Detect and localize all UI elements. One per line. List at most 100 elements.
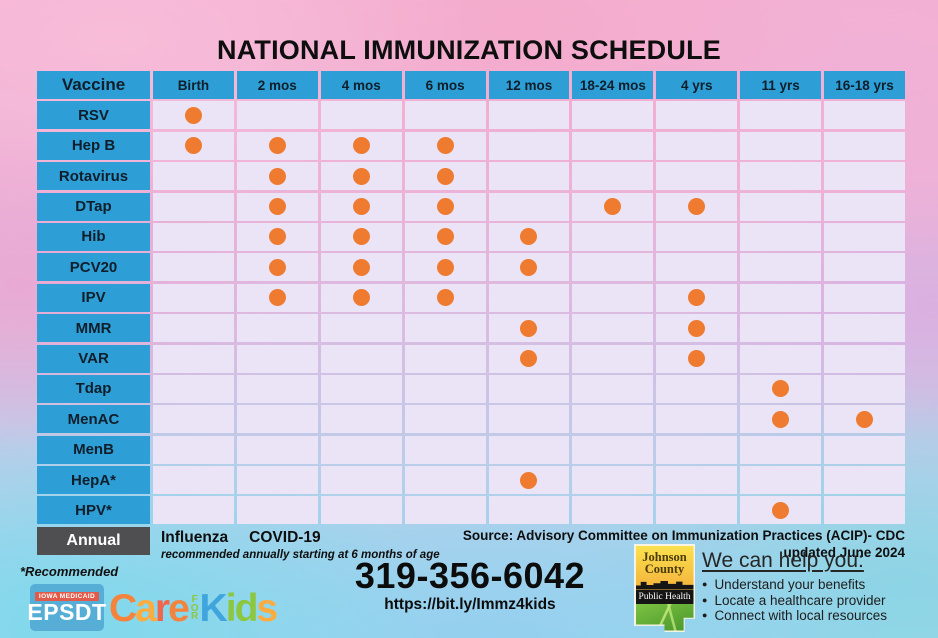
cell-hpv-4-mos [320,496,402,525]
epsdt-badge: IOWA MEDICAID EPSDT [27,584,107,631]
annual-row-label: Annual [37,527,150,555]
cell-menb-4-mos [320,435,402,464]
dose-dot-dtap-18-24-mos [604,198,622,216]
cell-var-11-yrs [740,344,822,373]
cell-menb-11-yrs [740,435,822,464]
help-bullet-text: Locate a healthcare provider [714,592,886,608]
dose-dot-pcv20-2-mos [268,258,286,276]
cell-pcv20-12-mos [488,253,570,282]
dose-dot-rotavirus-4-mos [352,167,370,185]
cell-tdap-birth [153,374,234,403]
source-line: Source: Advisory Committee on Immunizati… [462,528,905,543]
cell-hepa-4-yrs [656,466,738,495]
cell-dtap-16-18-yrs [824,192,905,221]
annual-note-subtext: recommended annually starting at 6 month… [161,549,440,561]
logo-letter-c: C [109,587,137,630]
cell-mmr-11-yrs [740,314,822,343]
cell-ipv-2-mos [236,283,318,312]
column-header-vaccine: Vaccine [37,71,150,99]
help-bullet-connect-with-local-resources: ● Connect with local resources [702,608,910,624]
cell-ipv-birth [153,283,234,312]
cell-tdap-6-mos [404,374,486,403]
cell-dtap-2-mos [236,192,318,221]
dose-dot-tdap-11-yrs [772,380,790,398]
cell-hib-4-mos [320,222,402,251]
cell-menb-2-mos [236,435,318,464]
cell-dtap-4-mos [320,192,402,221]
cell-tdap-11-yrs [740,374,822,403]
cell-hpv-18-24-mos [572,496,654,525]
vaccine-label-menb: MenB [37,435,150,464]
cell-rsv-4-yrs [656,101,738,130]
vaccine-label-mmr: MMR [37,314,150,343]
cell-rsv-11-yrs [740,101,822,130]
cell-dtap-6-mos [404,192,486,221]
cell-rotavirus-18-24-mos [572,162,654,191]
help-bullet-list: ● Understand your benefits ● Locate a healt… [702,577,910,624]
logo-letter-a: a [135,587,157,630]
cell-hepa-16-18-yrs [824,466,905,495]
cell-tdap-2-mos [236,374,318,403]
cell-mmr-birth [153,314,234,343]
dose-dot-hep-b-4-mos [352,137,370,155]
cell-hepa-11-yrs [740,466,822,495]
cell-pcv20-6-mos [404,253,486,282]
vaccine-label-pcv20: PCV20 [37,253,150,282]
cell-dtap-birth [153,192,234,221]
cell-pcv20-4-yrs [656,253,738,282]
dose-dot-dtap-6-mos [436,198,454,216]
cell-var-18-24-mos [572,344,654,373]
column-header-2-mos: 2 mos [236,71,318,99]
cell-hpv-birth [153,496,234,525]
vaccine-label-rsv: RSV [37,101,150,130]
cell-hib-12-mos [488,222,570,251]
dose-dot-var-12-mos [520,350,538,368]
recommended-footnote: *Recommended [20,564,119,579]
cell-hpv-16-18-yrs [824,496,905,525]
cell-pcv20-18-24-mos [572,253,654,282]
dose-dot-hib-4-mos [352,228,370,246]
jc-logo-county-name: Johnson County [635,545,694,590]
dose-dot-pcv20-6-mos [436,258,454,276]
dose-dot-rsv-birth [184,106,202,124]
cell-hepa-4-mos [320,466,402,495]
dose-dot-dtap-4-yrs [688,198,706,216]
cell-hpv-6-mos [404,496,486,525]
dose-dot-ipv-4-yrs [688,289,706,307]
cell-ipv-4-mos [320,283,402,312]
cell-ipv-11-yrs [740,283,822,312]
cell-rotavirus-12-mos [488,162,570,191]
cell-hep-b-6-mos [404,131,486,160]
cell-hep-b-4-mos [320,131,402,160]
phone-number: 319-356-6042 [354,555,586,596]
cell-ipv-16-18-yrs [824,283,905,312]
dose-dot-menac-11-yrs [772,410,790,428]
column-header-birth: Birth [153,71,234,99]
dose-dot-hib-2-mos [268,228,286,246]
column-header-4-mos: 4 mos [320,71,402,99]
cell-ipv-4-yrs [656,283,738,312]
care-wordmark: Care [109,584,190,633]
cell-hpv-4-yrs [656,496,738,525]
cell-mmr-4-mos [320,314,402,343]
cell-rsv-12-mos [488,101,570,130]
logo-letter-d: d [234,587,259,630]
cell-hpv-2-mos [236,496,318,525]
dose-dot-hep-b-2-mos [268,137,286,155]
cell-menb-4-yrs [656,435,738,464]
cell-menb-12-mos [488,435,570,464]
epsdt-label: EPSDT [27,599,107,625]
cell-menb-16-18-yrs [824,435,905,464]
vaccine-label-var: VAR [37,344,150,373]
cell-hib-11-yrs [740,222,822,251]
jc-logo-field [635,603,694,631]
cell-hib-16-18-yrs [824,222,905,251]
column-header-6-mos: 6 mos [404,71,486,99]
cell-pcv20-11-yrs [740,253,822,282]
cell-pcv20-4-mos [320,253,402,282]
cell-rsv-birth [153,101,234,130]
schedule-table: Vaccine Birth 2 mos 4 mos 6 mos 12 mos 18-24 m… [37,71,905,525]
cell-rotavirus-2-mos [236,162,318,191]
column-header-4-yrs: 4 yrs [656,71,738,99]
cell-dtap-18-24-mos [572,192,654,221]
